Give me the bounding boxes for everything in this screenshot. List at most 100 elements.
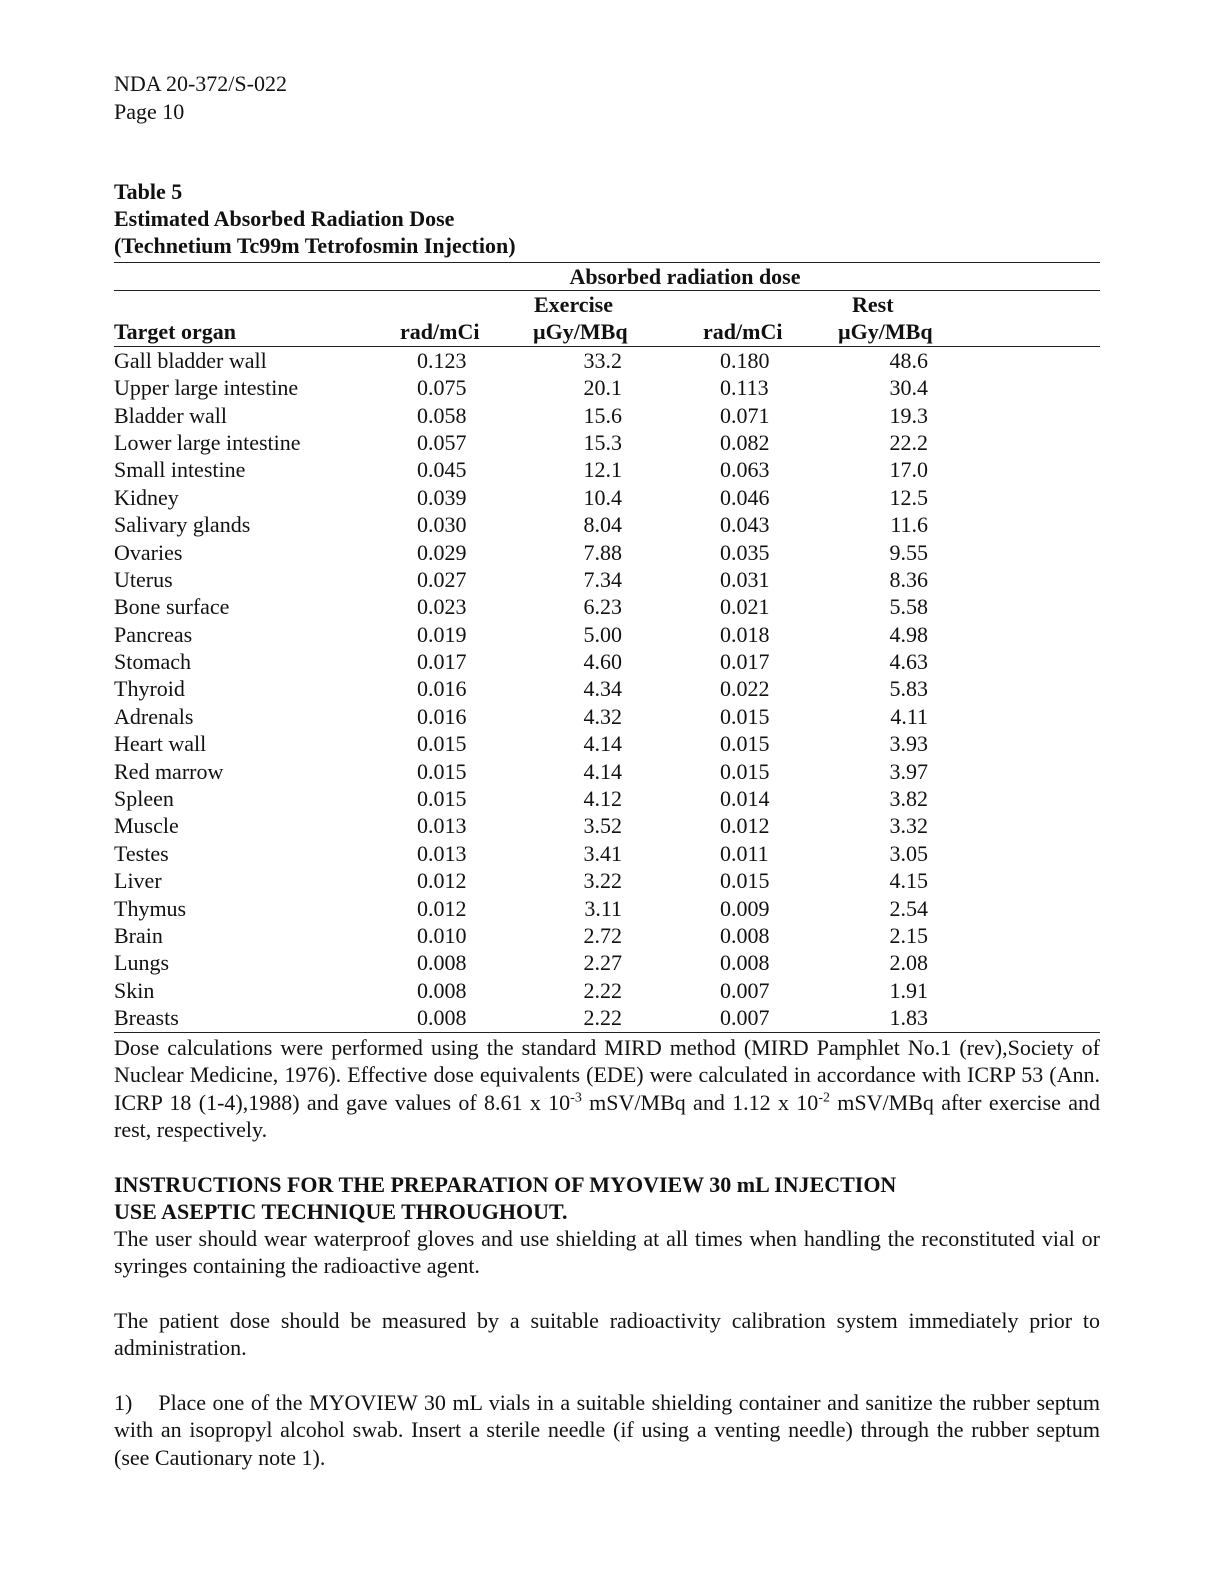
table-row: Testes 0.013 3.41 0.011 3.05 [114, 840, 1100, 867]
cell-exercise-ugy: 12.1 [583, 457, 623, 483]
cell-rest-rad: 0.015 [720, 703, 770, 729]
cell-rest-rad: 0.015 [720, 731, 770, 757]
note-exponent-1: -3 [570, 1090, 582, 1106]
cell-exercise-rad: 0.008 [417, 977, 467, 1003]
cell-target-organ: Thyroid [114, 676, 185, 702]
col-header-exercise-rad: rad/mCi [400, 319, 480, 345]
cell-rest-rad: 0.012 [720, 813, 770, 839]
cell-exercise-ugy: 6.23 [583, 594, 623, 620]
cell-rest-rad: 0.082 [720, 429, 770, 455]
cell-exercise-rad: 0.016 [417, 676, 467, 702]
table-body: Gall bladder wall 0.123 33.2 0.180 48.6 Upper… [114, 347, 1100, 1033]
cell-target-organ: Upper large intestine [114, 375, 299, 401]
cell-rest-ugy: 5.83 [889, 676, 929, 702]
table-row: Small intestine 0.045 12.1 0.063 17.0 [114, 456, 1100, 483]
cell-target-organ: Lower large intestine [114, 429, 301, 455]
cell-target-organ: Brain [114, 922, 163, 948]
cell-exercise-ugy: 7.34 [583, 566, 623, 592]
table-group-header: Absorbed radiation dose [114, 263, 1100, 291]
cell-exercise-ugy: 4.60 [583, 649, 623, 675]
cell-target-organ: Skin [114, 977, 155, 1003]
cell-rest-ugy: 22.2 [889, 429, 929, 455]
table-subgroup-row: Exercise Rest [114, 291, 1100, 318]
cell-exercise-ugy: 4.12 [583, 786, 623, 812]
cell-target-organ: Gall bladder wall [114, 347, 267, 373]
cell-target-organ: Kidney [114, 484, 179, 510]
table-number: Table 5 [114, 179, 183, 204]
exercise-label: Exercise [534, 292, 614, 317]
table-row: Heart wall 0.015 4.14 0.015 3.93 [114, 730, 1100, 757]
cell-rest-ugy: 17.0 [889, 457, 929, 483]
cell-rest-rad: 0.180 [720, 347, 770, 373]
cell-rest-ugy: 5.58 [889, 594, 929, 620]
table-row: Skin 0.008 2.22 0.007 1.91 [114, 977, 1100, 1004]
table-row: Adrenals 0.016 4.32 0.015 4.11 [114, 703, 1100, 730]
cell-rest-rad: 0.113 [720, 375, 769, 401]
cell-target-organ: Breasts [114, 1005, 179, 1031]
aseptic-title: USE ASEPTIC TECHNIQUE THROUGHOUT. [114, 1198, 568, 1224]
cell-rest-ugy: 4.15 [889, 868, 929, 894]
cell-rest-ugy: 3.32 [889, 813, 929, 839]
cell-exercise-ugy: 33.2 [583, 347, 623, 373]
cell-rest-rad: 0.011 [720, 840, 769, 866]
cell-exercise-rad: 0.045 [417, 457, 467, 483]
instructions-heading: INSTRUCTIONS FOR THE PREPARATION OF MYOV… [114, 1171, 1100, 1225]
cell-exercise-rad: 0.015 [417, 758, 467, 784]
cell-exercise-ugy: 4.34 [583, 676, 623, 702]
cell-rest-rad: 0.022 [720, 676, 770, 702]
col-header-exercise-ugy: µGy/MBq [533, 319, 628, 345]
cell-exercise-rad: 0.039 [417, 484, 467, 510]
cell-rest-ugy: 3.05 [889, 840, 929, 866]
cell-rest-rad: 0.008 [720, 950, 770, 976]
cell-exercise-rad: 0.013 [417, 813, 467, 839]
cell-exercise-rad: 0.015 [417, 731, 467, 757]
cell-exercise-rad: 0.012 [417, 868, 467, 894]
cell-rest-ugy: 30.4 [889, 375, 929, 401]
cell-exercise-ugy: 3.52 [583, 813, 623, 839]
table-row: Ovaries 0.029 7.88 0.035 9.55 [114, 539, 1100, 566]
cell-target-organ: Spleen [114, 786, 174, 812]
cell-exercise-ugy: 10.4 [583, 484, 623, 510]
col-header-rest-ugy: µGy/MBq [838, 319, 933, 345]
cell-target-organ: Bone surface [114, 594, 230, 620]
table-row: Muscle 0.013 3.52 0.012 3.32 [114, 812, 1100, 839]
cell-exercise-ugy: 2.27 [583, 950, 623, 976]
table-row: Pancreas 0.019 5.00 0.018 4.98 [114, 621, 1100, 648]
cell-exercise-rad: 0.030 [417, 512, 467, 538]
cell-exercise-ugy: 2.72 [583, 922, 623, 948]
cell-exercise-ugy: 2.22 [583, 1005, 623, 1031]
cell-rest-ugy: 2.08 [889, 950, 929, 976]
cell-target-organ: Testes [114, 840, 169, 866]
table-row: Brain 0.010 2.72 0.008 2.15 [114, 922, 1100, 949]
cell-exercise-ugy: 4.14 [583, 731, 623, 757]
table-row: Breasts 0.008 2.22 0.007 1.83 [114, 1004, 1100, 1031]
cell-rest-ugy: 3.93 [889, 731, 929, 757]
cell-rest-rad: 0.015 [720, 868, 770, 894]
cell-exercise-ugy: 4.14 [583, 758, 623, 784]
table-row: Uterus 0.027 7.34 0.031 8.36 [114, 566, 1100, 593]
table-row: Bladder wall 0.058 15.6 0.071 19.3 [114, 402, 1100, 429]
cell-target-organ: Muscle [114, 813, 179, 839]
table-row: Lower large intestine 0.057 15.3 0.082 22.2 [114, 429, 1100, 456]
cell-rest-ugy: 9.55 [889, 539, 929, 565]
cell-rest-ugy: 11.6 [890, 512, 928, 538]
cell-target-organ: Heart wall [114, 731, 207, 757]
cell-target-organ: Stomach [114, 649, 191, 675]
cell-rest-ugy: 1.83 [889, 1005, 929, 1031]
cell-target-organ: Ovaries [114, 539, 183, 565]
instructions-title: INSTRUCTIONS FOR THE PREPARATION OF MYOV… [114, 1171, 897, 1197]
cell-exercise-rad: 0.016 [417, 703, 467, 729]
cell-exercise-rad: 0.010 [417, 922, 467, 948]
cell-exercise-rad: 0.017 [417, 649, 467, 675]
cell-exercise-rad: 0.008 [417, 950, 467, 976]
cell-target-organ: Lungs [114, 950, 169, 976]
table-row: Upper large intestine 0.075 20.1 0.113 30.4 [114, 374, 1100, 401]
document-header: NDA 20-372/S-022 Page 10 [114, 70, 1100, 126]
cell-exercise-rad: 0.019 [417, 621, 467, 647]
cell-exercise-rad: 0.015 [417, 786, 467, 812]
table-row: Thymus 0.012 3.11 0.009 2.54 [114, 895, 1100, 922]
cell-target-organ: Salivary glands [114, 512, 251, 538]
table-caption: Table 5 Estimated Absorbed Radiation Dos… [114, 178, 1100, 259]
cell-exercise-ugy: 4.32 [583, 703, 623, 729]
table-row: Salivary glands 0.030 8.04 0.043 11.6 [114, 511, 1100, 538]
